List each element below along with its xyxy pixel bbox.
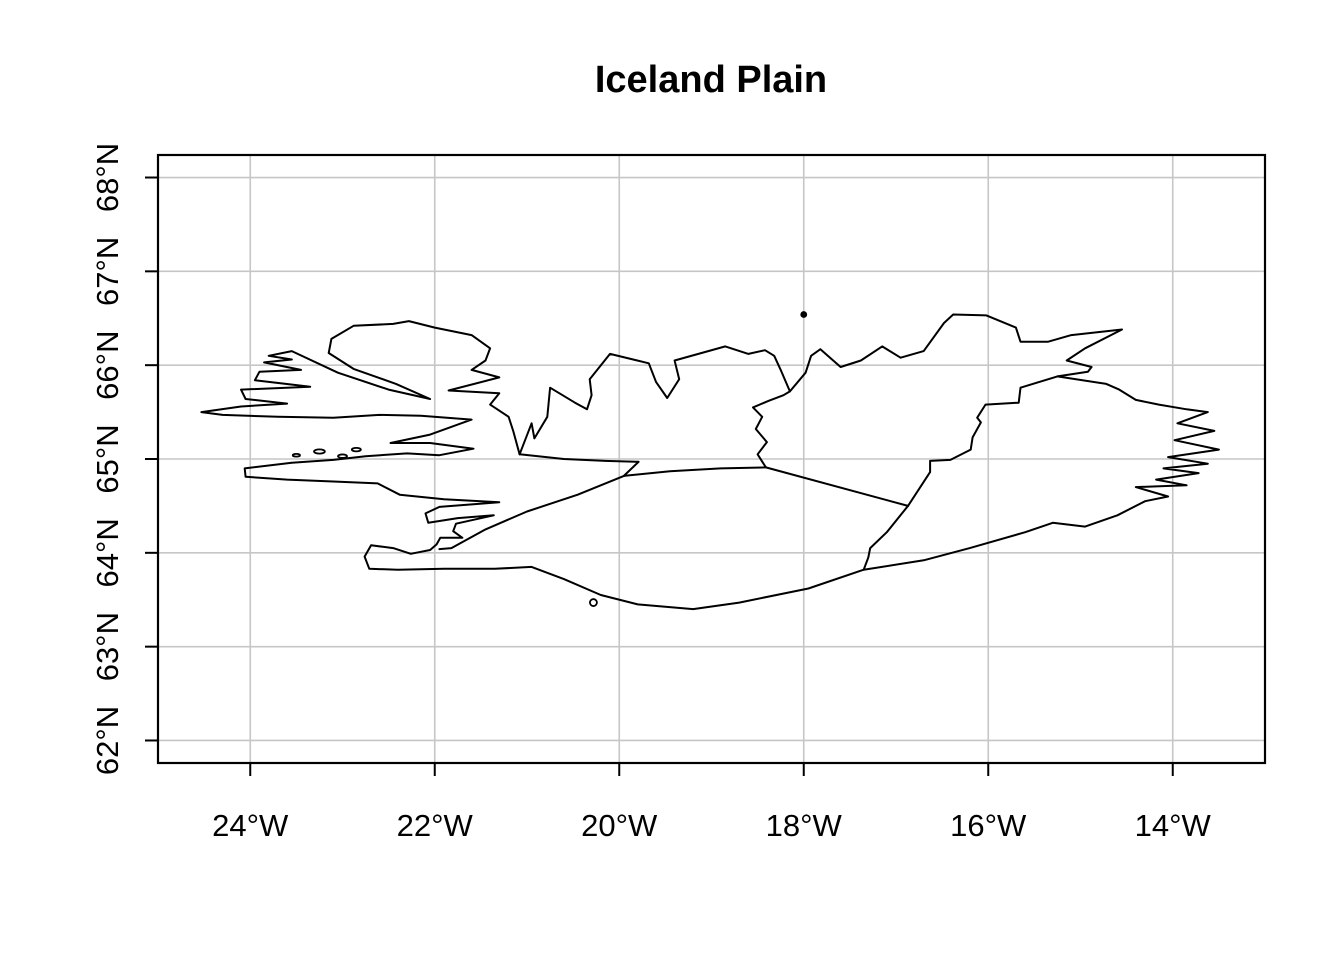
axis-tick-labels: 24°W 22°W 20°W 18°W 16°W 14°W 62°N 63°N 64°N 65°N… bbox=[90, 143, 1212, 843]
y-tick-label: 67°N bbox=[90, 237, 125, 306]
y-tick-label: 63°N bbox=[90, 612, 125, 681]
y-tick-label: 66°N bbox=[90, 331, 125, 400]
x-tick-label: 16°W bbox=[950, 808, 1027, 843]
x-tick-label: 20°W bbox=[581, 808, 658, 843]
iceland-map bbox=[200, 311, 1220, 611]
x-tick-label: 24°W bbox=[212, 808, 289, 843]
x-tick-label: 22°W bbox=[397, 808, 474, 843]
internal-boundary-west bbox=[622, 466, 767, 477]
islet-west-bay-2 bbox=[337, 453, 348, 459]
internal-boundary-south bbox=[862, 504, 909, 571]
islet-west-bay-3 bbox=[350, 446, 362, 453]
y-tick-label: 64°N bbox=[90, 518, 125, 587]
internal-boundary-central bbox=[764, 466, 909, 507]
y-tick-label: 68°N bbox=[90, 143, 125, 212]
x-tick-label: 14°W bbox=[1135, 808, 1212, 843]
plot-box bbox=[156, 153, 1267, 765]
y-tick-label: 62°N bbox=[90, 706, 125, 775]
gridlines bbox=[158, 155, 1265, 763]
island-dot-north bbox=[800, 311, 808, 318]
islet-west-bay-1 bbox=[313, 448, 326, 455]
axis-ticks bbox=[145, 176, 1174, 776]
internal-boundary-north bbox=[752, 390, 791, 469]
internal-boundary-southwest bbox=[438, 474, 625, 551]
internal-boundary-northeast bbox=[907, 375, 1059, 507]
x-tick-label: 18°W bbox=[766, 808, 843, 843]
islet-west-bay-4 bbox=[291, 452, 301, 458]
y-tick-label: 65°N bbox=[90, 424, 125, 493]
plot-title: Iceland Plain bbox=[595, 59, 827, 101]
island-circle-south bbox=[589, 598, 598, 607]
internal-boundary-northwest bbox=[518, 453, 640, 477]
coastline bbox=[200, 313, 1220, 611]
